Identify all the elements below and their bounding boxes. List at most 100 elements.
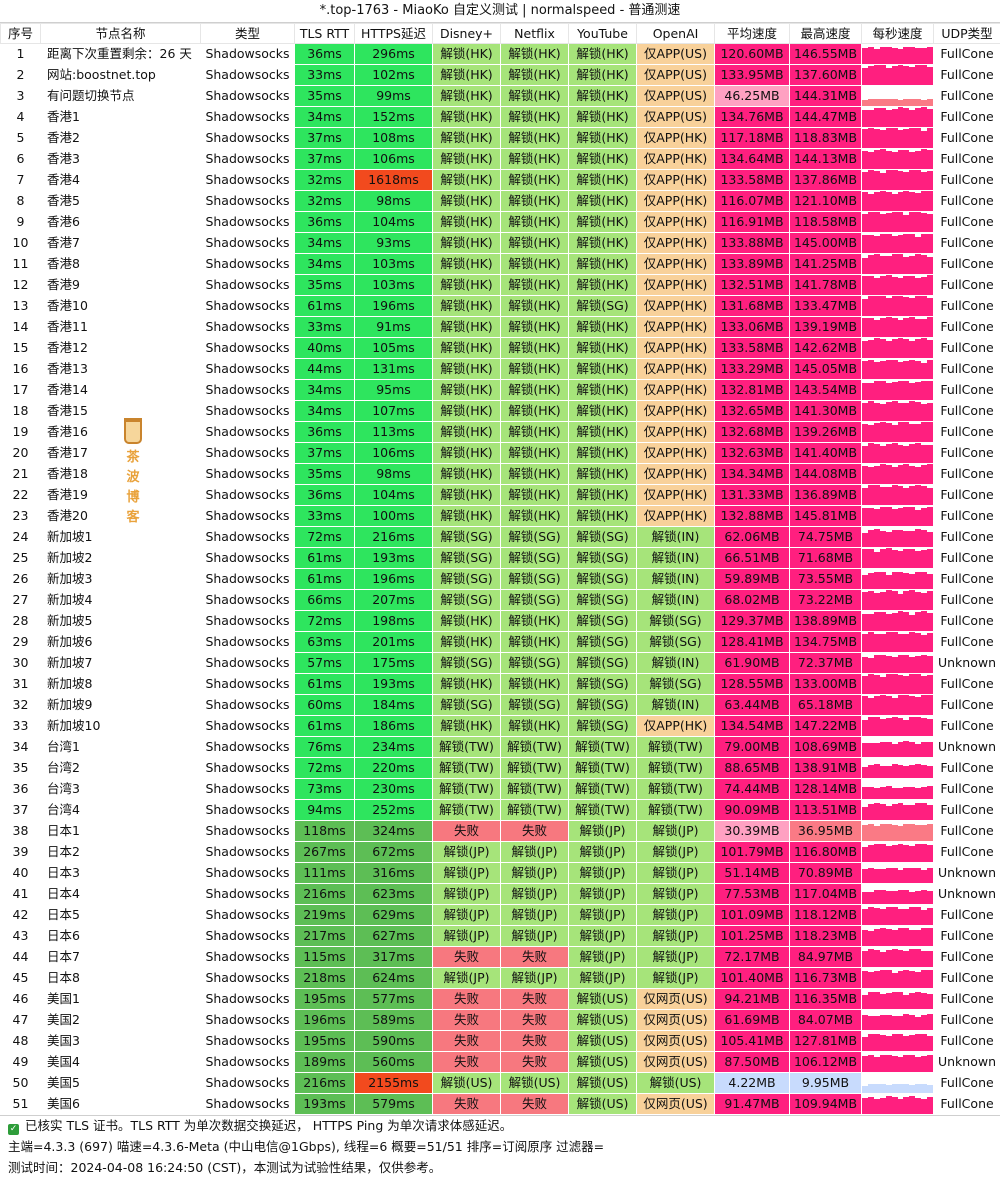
cell-max-speed: 144.08MB bbox=[789, 463, 862, 485]
cell-max-speed: 147.22MB bbox=[789, 715, 862, 737]
cell-per-second-speed bbox=[861, 106, 934, 128]
table-row[interactable]: 39 日本2 Shadowsocks 267ms 672ms 解锁(JP) 解锁(JP) 解锁… bbox=[0, 841, 1000, 863]
table-row[interactable]: 12 香港9 Shadowsocks 35ms 103ms 解锁(HK) 解锁(HK) 解锁(… bbox=[0, 274, 1000, 296]
cell-youtube: 解锁(HK) bbox=[568, 85, 637, 107]
table-row[interactable]: 3 有问题切换节点 Shadowsocks 35ms 99ms 解锁(HK) 解锁(HK) 解… bbox=[0, 85, 1000, 107]
table-row[interactable]: 47 美国2 Shadowsocks 196ms 589ms 失败 失败 解锁(US) 仅网页(… bbox=[0, 1009, 1000, 1031]
table-row[interactable]: 50 美国5 Shadowsocks 216ms 2155ms 解锁(US) 解锁(US) 解… bbox=[0, 1072, 1000, 1094]
table-row[interactable]: 41 日本4 Shadowsocks 216ms 623ms 解锁(JP) 解锁(JP) 解锁… bbox=[0, 883, 1000, 905]
cell-youtube: 解锁(TW) bbox=[568, 757, 637, 779]
cell-tls-rtt: 61ms bbox=[294, 715, 355, 737]
table-row[interactable]: 9 香港6 Shadowsocks 36ms 104ms 解锁(HK) 解锁(HK) 解锁(H… bbox=[0, 211, 1000, 233]
table-row[interactable]: 33 新加坡10 Shadowsocks 61ms 186ms 解锁(HK) 解锁(HK) 解… bbox=[0, 715, 1000, 737]
table-row[interactable]: 13 香港10 Shadowsocks 61ms 196ms 解锁(HK) 解锁(HK) 解锁… bbox=[0, 295, 1000, 317]
cell-netflix: 解锁(HK) bbox=[500, 484, 569, 506]
table-row[interactable]: 15 香港12 Shadowsocks 40ms 105ms 解锁(HK) 解锁(HK) 解锁… bbox=[0, 337, 1000, 359]
speed-bar bbox=[897, 254, 904, 274]
cell-disney: 解锁(HK) bbox=[432, 106, 501, 128]
table-row[interactable]: 2 网站:boostnet.top Shadowsocks 33ms 102ms 解锁(H… bbox=[0, 64, 1000, 86]
cell-avg-speed: 133.06MB bbox=[714, 316, 790, 338]
speed-bar bbox=[867, 317, 874, 337]
col-header-openai[interactable]: OpenAI bbox=[636, 23, 715, 44]
table-row[interactable]: 25 新加坡2 Shadowsocks 61ms 193ms 解锁(SG) 解锁(SG) 解锁… bbox=[0, 547, 1000, 569]
col-header-index[interactable]: 序号 bbox=[0, 23, 41, 44]
results-table: 序号 节点名称 类型 TLS RTT HTTPS延迟 Disney+ Netflix YouT… bbox=[0, 23, 1000, 1115]
table-row[interactable]: 29 新加坡6 Shadowsocks 63ms 201ms 解锁(HK) 解锁(HK) 解锁… bbox=[0, 631, 1000, 653]
col-header-netflix[interactable]: Netflix bbox=[500, 23, 569, 44]
speed-bar bbox=[867, 212, 874, 232]
speed-bar bbox=[891, 382, 898, 400]
speed-bar bbox=[862, 908, 868, 925]
table-row[interactable]: 45 日本8 Shadowsocks 218ms 624ms 解锁(JP) 解锁(JP) 解锁… bbox=[0, 967, 1000, 989]
col-header-https-latency[interactable]: HTTPS延迟 bbox=[354, 23, 433, 44]
table-row[interactable]: 51 美国6 Shadowsocks 193ms 579ms 失败 失败 解锁(US) 仅网页(… bbox=[0, 1093, 1000, 1115]
table-row[interactable]: 32 新加坡9 Shadowsocks 60ms 184ms 解锁(SG) 解锁(SG) 解锁… bbox=[0, 694, 1000, 716]
cell-udp-type: FullCone bbox=[933, 967, 1000, 989]
table-row[interactable]: 38 日本1 Shadowsocks 118ms 324ms 失败 失败 解锁(JP) 解锁(J… bbox=[0, 820, 1000, 842]
table-row[interactable]: 30 新加坡7 Shadowsocks 57ms 175ms 解锁(SG) 解锁(SG) 解锁… bbox=[0, 652, 1000, 674]
table-row[interactable]: 17 香港14 Shadowsocks 34ms 95ms 解锁(HK) 解锁(HK) 解锁(… bbox=[0, 379, 1000, 401]
col-header-disney[interactable]: Disney+ bbox=[432, 23, 501, 44]
table-row[interactable]: 26 新加坡3 Shadowsocks 61ms 196ms 解锁(SG) 解锁(SG) 解锁… bbox=[0, 568, 1000, 590]
speed-bar bbox=[927, 786, 933, 799]
table-row[interactable]: 10 香港7 Shadowsocks 34ms 93ms 解锁(HK) 解锁(HK) 解锁(H… bbox=[0, 232, 1000, 254]
col-header-per-second-speed[interactable]: 每秒速度 bbox=[861, 23, 934, 44]
cell-per-second-speed bbox=[861, 1030, 934, 1052]
table-row[interactable]: 20 香港17 Shadowsocks 37ms 106ms 解锁(HK) 解锁(HK) 解锁… bbox=[0, 442, 1000, 464]
table-row[interactable]: 27 新加坡4 Shadowsocks 66ms 207ms 解锁(SG) 解锁(SG) 解锁… bbox=[0, 589, 1000, 611]
table-row[interactable]: 19 香港16 Shadowsocks 36ms 113ms 解锁(HK) 解锁(HK) 解锁… bbox=[0, 421, 1000, 443]
table-row[interactable]: 34 台湾1 Shadowsocks 76ms 234ms 解锁(TW) 解锁(TW) 解锁(… bbox=[0, 736, 1000, 758]
table-row[interactable]: 16 香港13 Shadowsocks 44ms 131ms 解锁(HK) 解锁(HK) 解锁… bbox=[0, 358, 1000, 380]
table-row[interactable]: 40 日本3 Shadowsocks 111ms 316ms 解锁(JP) 解锁(JP) 解锁… bbox=[0, 862, 1000, 884]
table-row[interactable]: 1 距离下次重置剩余：26 天 Shadowsocks 36ms 296ms 解锁(HK)… bbox=[0, 43, 1000, 65]
table-row[interactable]: 48 美国3 Shadowsocks 195ms 590ms 失败 失败 解锁(US) 仅网页(… bbox=[0, 1030, 1000, 1052]
table-row[interactable]: 24 新加坡1 Shadowsocks 72ms 216ms 解锁(SG) 解锁(SG) 解锁… bbox=[0, 526, 1000, 548]
col-header-udp-type[interactable]: UDP类型 bbox=[933, 23, 1000, 44]
table-row[interactable]: 14 香港11 Shadowsocks 33ms 91ms 解锁(HK) 解锁(HK) 解锁(… bbox=[0, 316, 1000, 338]
speed-bar bbox=[862, 488, 868, 505]
col-header-node-name[interactable]: 节点名称 bbox=[40, 23, 201, 44]
cell-node-name: 香港10 bbox=[40, 295, 201, 317]
cell-youtube: 解锁(SG) bbox=[568, 694, 637, 716]
cell-openai: 解锁(IN) bbox=[636, 652, 715, 674]
cell-openai: 仅APP(HK) bbox=[636, 421, 715, 443]
table-row[interactable]: 5 香港2 Shadowsocks 37ms 108ms 解锁(HK) 解锁(HK) 解锁(H… bbox=[0, 127, 1000, 149]
table-row[interactable]: 6 香港3 Shadowsocks 37ms 106ms 解锁(HK) 解锁(HK) 解锁(H… bbox=[0, 148, 1000, 170]
col-header-type[interactable]: 类型 bbox=[200, 23, 295, 44]
table-row[interactable]: 46 美国1 Shadowsocks 195ms 577ms 失败 失败 解锁(US) 仅网页(… bbox=[0, 988, 1000, 1010]
table-row[interactable]: 21 香港18 Shadowsocks 35ms 98ms 解锁(HK) 解锁(HK) 解锁(… bbox=[0, 463, 1000, 485]
table-row[interactable]: 31 新加坡8 Shadowsocks 61ms 193ms 解锁(HK) 解锁(HK) 解锁… bbox=[0, 673, 1000, 695]
speed-bar bbox=[891, 467, 898, 484]
speed-bar bbox=[915, 788, 922, 799]
table-row[interactable]: 8 香港5 Shadowsocks 32ms 98ms 解锁(HK) 解锁(HK) 解锁(HK… bbox=[0, 190, 1000, 212]
speed-bar bbox=[885, 401, 892, 421]
cell-udp-type: FullCone bbox=[933, 631, 1000, 653]
table-row[interactable]: 4 香港1 Shadowsocks 34ms 152ms 解锁(HK) 解锁(HK) 解锁(H… bbox=[0, 106, 1000, 128]
table-row[interactable]: 44 日本7 Shadowsocks 115ms 317ms 失败 失败 解锁(JP) 解锁(J… bbox=[0, 946, 1000, 968]
table-row[interactable]: 18 香港15 Shadowsocks 34ms 107ms 解锁(HK) 解锁(HK) 解锁… bbox=[0, 400, 1000, 422]
col-header-max-speed[interactable]: 最高速度 bbox=[789, 23, 862, 44]
speed-bar bbox=[915, 467, 922, 484]
speed-bar bbox=[891, 236, 898, 253]
table-row[interactable]: 35 台湾2 Shadowsocks 72ms 220ms 解锁(TW) 解锁(TW) 解锁(… bbox=[0, 757, 1000, 779]
speed-bar bbox=[897, 675, 904, 694]
table-row[interactable]: 36 台湾3 Shadowsocks 73ms 230ms 解锁(TW) 解锁(TW) 解锁(… bbox=[0, 778, 1000, 800]
table-row[interactable]: 22 香港19 Shadowsocks 36ms 104ms 解锁(HK) 解锁(HK) 解锁… bbox=[0, 484, 1000, 506]
speed-sparkline bbox=[862, 632, 933, 652]
speed-bar bbox=[862, 341, 868, 358]
table-row[interactable]: 7 香港4 Shadowsocks 32ms 1618ms 解锁(HK) 解锁(HK) 解锁(… bbox=[0, 169, 1000, 191]
table-row[interactable]: 23 香港20 Shadowsocks 33ms 100ms 解锁(HK) 解锁(HK) 解锁… bbox=[0, 505, 1000, 527]
table-body: 1 距离下次重置剩余：26 天 Shadowsocks 36ms 296ms 解锁(HK)… bbox=[0, 43, 1000, 1115]
table-row[interactable]: 43 日本6 Shadowsocks 217ms 627ms 解锁(JP) 解锁(JP) 解锁… bbox=[0, 925, 1000, 947]
col-header-tls-rtt[interactable]: TLS RTT bbox=[294, 23, 355, 44]
table-row[interactable]: 11 香港8 Shadowsocks 34ms 103ms 解锁(HK) 解锁(HK) 解锁(… bbox=[0, 253, 1000, 275]
speed-bar bbox=[903, 655, 910, 673]
table-row[interactable]: 28 新加坡5 Shadowsocks 72ms 198ms 解锁(HK) 解锁(HK) 解锁… bbox=[0, 610, 1000, 632]
speed-bar bbox=[897, 695, 904, 715]
table-row[interactable]: 49 美国4 Shadowsocks 189ms 560ms 失败 失败 解锁(US) 仅网页(… bbox=[0, 1051, 1000, 1073]
col-header-youtube[interactable]: YouTube bbox=[568, 23, 637, 44]
speed-bar bbox=[927, 1084, 933, 1093]
table-row[interactable]: 42 日本5 Shadowsocks 219ms 629ms 解锁(JP) 解锁(JP) 解锁… bbox=[0, 904, 1000, 926]
table-row[interactable]: 37 台湾4 Shadowsocks 94ms 252ms 解锁(TW) 解锁(TW) 解锁(… bbox=[0, 799, 1000, 821]
col-header-avg-speed[interactable]: 平均速度 bbox=[714, 23, 790, 44]
